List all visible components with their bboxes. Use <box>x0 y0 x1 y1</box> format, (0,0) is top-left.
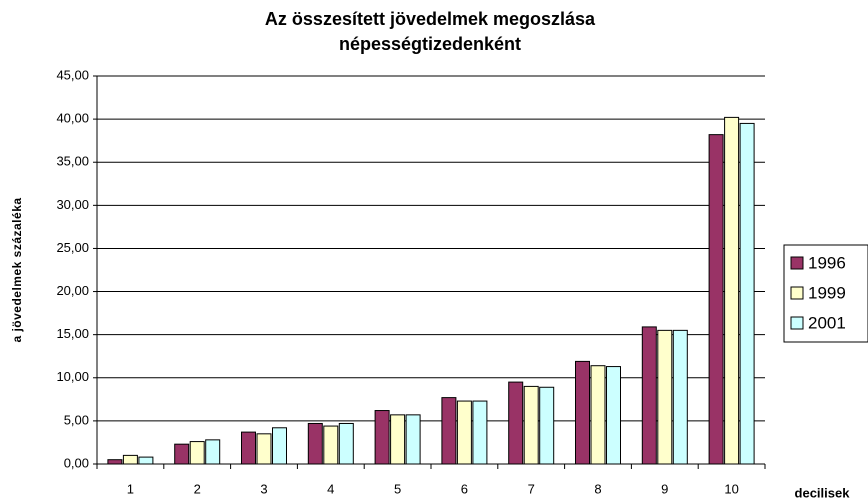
y-tick-label: 40,00 <box>56 111 89 126</box>
bar <box>174 443 190 465</box>
bar <box>374 410 390 465</box>
x-tick-label: 4 <box>327 481 334 496</box>
x-tick-label: 7 <box>528 481 535 496</box>
legend-swatch <box>790 286 804 300</box>
bar <box>138 456 154 465</box>
y-tick-label: 45,00 <box>56 67 89 82</box>
legend-swatch <box>790 256 804 270</box>
y-tick-label: 30,00 <box>56 197 89 212</box>
bar <box>307 422 323 465</box>
bar <box>256 433 272 465</box>
x-tick-label: 2 <box>194 481 201 496</box>
legend-label: 1999 <box>808 283 846 302</box>
y-tick-label: 25,00 <box>56 240 89 255</box>
bar <box>205 439 221 465</box>
bar <box>272 427 287 465</box>
bar <box>338 422 354 465</box>
x-tick-label: 6 <box>461 481 468 496</box>
y-tick-label: 20,00 <box>56 283 89 298</box>
bar <box>472 400 488 465</box>
x-tick-label: 3 <box>260 481 267 496</box>
bar <box>672 329 688 465</box>
bar <box>641 326 657 465</box>
bar <box>508 381 524 465</box>
bar <box>189 441 205 465</box>
bar <box>241 431 256 465</box>
bar <box>657 329 673 465</box>
y-tick-label: 15,00 <box>56 326 89 341</box>
bar <box>606 366 621 465</box>
bar <box>456 400 472 465</box>
bar <box>323 425 339 465</box>
bar <box>523 385 539 465</box>
x-tick-label: 5 <box>394 481 401 496</box>
y-tick-label: 0,00 <box>64 455 89 470</box>
chart-title: népességtizedenként <box>339 34 521 54</box>
bar <box>575 360 590 465</box>
y-tick-label: 5,00 <box>64 412 89 427</box>
bar <box>122 454 138 465</box>
bar <box>107 459 123 465</box>
x-tick-label: 1 <box>127 481 134 496</box>
y-tick-label: 35,00 <box>56 154 89 169</box>
y-axis-label: a jövedelmek százaléka <box>10 197 24 342</box>
bar <box>590 365 606 465</box>
chart-title: Az összesített jövedelmek megoszlása <box>265 9 596 29</box>
legend-label: 2001 <box>808 313 846 332</box>
legend-label: 1996 <box>808 253 846 272</box>
legend-swatch <box>790 316 804 330</box>
bar <box>739 122 755 465</box>
x-tick-label: 9 <box>661 481 668 496</box>
bar <box>708 134 724 465</box>
y-tick-label: 10,00 <box>56 369 89 384</box>
bar <box>539 386 555 465</box>
x-axis-label: decilisek <box>795 485 851 500</box>
x-tick-label: 10 <box>724 481 738 496</box>
bar <box>390 414 406 465</box>
bar <box>405 414 421 465</box>
bar <box>441 397 457 465</box>
x-tick-label: 8 <box>594 481 601 496</box>
bar <box>724 116 740 465</box>
